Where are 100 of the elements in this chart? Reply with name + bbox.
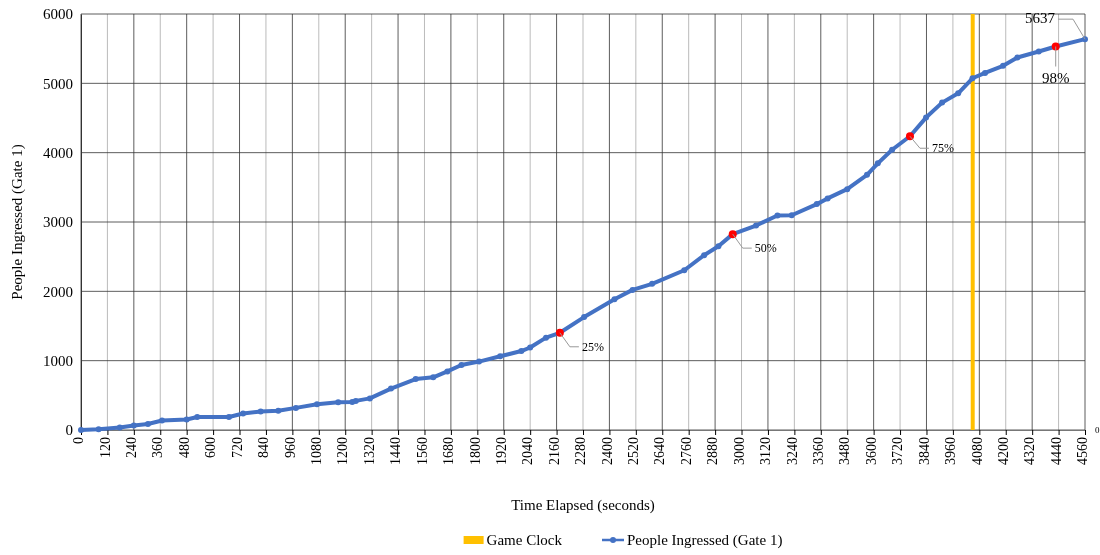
- annotation: 25%: [581, 339, 604, 354]
- point: [824, 195, 831, 202]
- x-tick-label: 3360: [810, 437, 826, 465]
- point: [715, 243, 722, 250]
- point: [701, 252, 708, 259]
- point: [444, 368, 451, 375]
- x-tick-label: 120: [97, 437, 113, 458]
- x-tick-label: 2040: [520, 437, 536, 465]
- x-tick-label: 840: [256, 437, 272, 458]
- point: [681, 267, 688, 274]
- x-tick-label: 3720: [890, 437, 906, 465]
- annotation: 75%: [931, 141, 954, 156]
- point: [194, 414, 201, 421]
- point: [649, 280, 656, 287]
- x-tick-label: 3120: [758, 437, 774, 465]
- point: [240, 410, 247, 417]
- point: [1035, 48, 1042, 55]
- x-tick-label: 3000: [731, 437, 747, 465]
- point: [430, 374, 437, 381]
- x-tick-label: 1680: [441, 437, 457, 465]
- point: [527, 344, 534, 351]
- point: [874, 160, 881, 167]
- point: [497, 353, 504, 360]
- x-tick-label: 2400: [599, 437, 615, 465]
- point: [969, 75, 976, 82]
- point: [458, 362, 465, 369]
- point: [183, 416, 190, 423]
- x-tick-label: 2640: [652, 437, 668, 465]
- point: [611, 296, 618, 303]
- x-tick-label: 4560: [1075, 437, 1091, 465]
- y-tick-label: 6000: [43, 6, 73, 23]
- point: [412, 376, 419, 383]
- point: [788, 212, 795, 219]
- y-tick-label: 1000: [43, 352, 73, 369]
- point: [813, 201, 820, 208]
- x-tick-label: 3840: [916, 437, 932, 465]
- point: [335, 399, 342, 406]
- annotation: 98%: [1041, 69, 1070, 86]
- point: [581, 314, 588, 321]
- point: [144, 421, 151, 428]
- x-tick-label: 4200: [995, 437, 1011, 465]
- point: [889, 146, 896, 153]
- y-tick-label: 0: [65, 422, 73, 439]
- x-tick-label: 2760: [678, 437, 694, 465]
- x-tick-label: 2880: [705, 437, 721, 465]
- x-tick-label: 2160: [546, 437, 562, 465]
- point: [314, 401, 321, 408]
- x-tick-label: 1560: [414, 437, 430, 465]
- annotation: 5637: [1025, 10, 1056, 27]
- point: [1000, 62, 1007, 69]
- x-tick-label: 1920: [493, 437, 509, 465]
- legend-label: Game Clock: [486, 532, 563, 548]
- point: [388, 385, 395, 392]
- x-tick-label: 3240: [784, 437, 800, 465]
- y-tick-label: 2000: [43, 283, 73, 300]
- x-tick-label: 600: [203, 437, 219, 458]
- point: [225, 414, 232, 421]
- point: [130, 422, 137, 429]
- point: [116, 424, 123, 431]
- point: [366, 395, 373, 402]
- point: [774, 212, 781, 219]
- y-tick-label: 3000: [43, 214, 73, 231]
- x-tick-label: 0: [71, 437, 87, 444]
- x-tick-label: 2520: [626, 437, 642, 465]
- x-tick-label: 1800: [467, 437, 483, 465]
- point: [159, 417, 166, 424]
- point: [257, 408, 264, 415]
- legend-label: People Ingressed (Gate 1): [627, 532, 783, 549]
- x-tick-label: 1080: [308, 437, 324, 465]
- x-tick-label: 720: [229, 437, 245, 458]
- point: [844, 186, 851, 193]
- point: [955, 90, 962, 97]
- point: [543, 334, 550, 341]
- x-tick-label: 3960: [943, 437, 959, 465]
- point: [95, 426, 102, 433]
- x-tick-label: 2280: [573, 437, 589, 465]
- point: [629, 286, 636, 293]
- point: [982, 69, 989, 76]
- x-tick-label: 360: [150, 437, 166, 458]
- point: [753, 222, 760, 229]
- x-tick-label: 240: [124, 437, 140, 458]
- x-tick-label: 4080: [969, 437, 985, 465]
- y-axis-title: People Ingressed (Gate 1): [9, 144, 26, 300]
- annotation: 50%: [754, 241, 777, 256]
- text: 0: [1095, 425, 1100, 435]
- x-tick-label: 1200: [335, 437, 351, 465]
- x-tick-label: 1320: [361, 437, 377, 465]
- y-tick-label: 5000: [43, 75, 73, 92]
- x-tick-label: 960: [282, 437, 298, 458]
- x-tick-label: 3600: [863, 437, 879, 465]
- point: [1014, 54, 1021, 61]
- y-tick-label: 4000: [43, 144, 73, 161]
- point: [518, 348, 525, 355]
- point: [939, 99, 946, 106]
- point: [923, 114, 930, 121]
- x-tick-label: 1440: [388, 437, 404, 465]
- point: [275, 407, 282, 414]
- x-axis-title: Time Elapsed (seconds): [511, 497, 655, 514]
- x-tick-label: 480: [176, 437, 192, 458]
- x-tick-label: 3480: [837, 437, 853, 465]
